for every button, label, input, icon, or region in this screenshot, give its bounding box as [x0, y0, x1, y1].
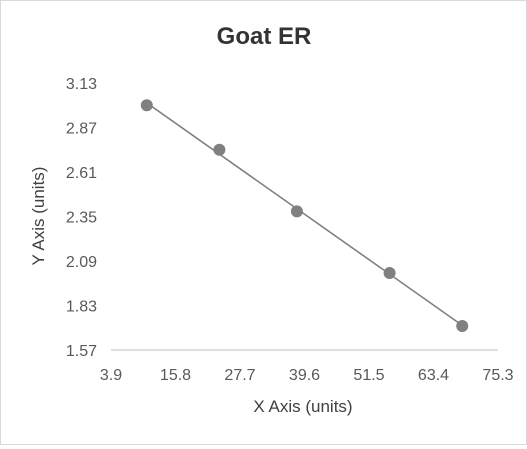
- x-tick-label: 63.4: [418, 367, 449, 384]
- data-point: [140, 99, 153, 112]
- x-tick-label: 75.3: [482, 367, 513, 384]
- y-tick-label: 2.09: [66, 254, 97, 271]
- y-tick-label: 2.61: [66, 165, 97, 182]
- data-point: [456, 320, 469, 333]
- data-points: [140, 99, 469, 333]
- x-axis-title: X Axis (units): [253, 397, 352, 416]
- data-point: [383, 266, 396, 279]
- y-tick-labels: 3.13 2.87 2.61 2.35 2.09 1.83 1.57: [66, 76, 97, 360]
- x-tick-label: 27.7: [224, 367, 255, 384]
- x-tick-label: 39.6: [289, 367, 320, 384]
- x-tick-label: 51.5: [353, 367, 384, 384]
- y-tick-label: 3.13: [66, 76, 97, 93]
- trendline: [146, 102, 463, 327]
- x-tick-label: 3.9: [100, 367, 122, 384]
- y-tick-label: 1.83: [66, 299, 97, 316]
- y-tick-label: 2.35: [66, 210, 97, 227]
- data-point: [213, 143, 226, 156]
- data-point: [290, 205, 303, 218]
- trendline-layer: [146, 102, 463, 327]
- chart-title: Goat ER: [217, 23, 312, 50]
- x-tick-labels: 3.9 15.8 27.7 39.6 51.5 63.4 75.3: [100, 367, 514, 384]
- x-tick-label: 15.8: [160, 367, 191, 384]
- y-tick-label: 1.57: [66, 343, 97, 360]
- y-axis-title: Y Axis (units): [29, 167, 48, 266]
- y-tick-label: 2.87: [66, 121, 97, 138]
